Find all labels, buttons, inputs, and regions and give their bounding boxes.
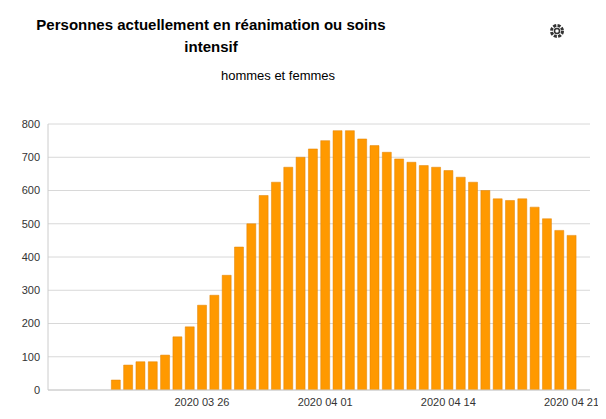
- svg-text:100: 100: [22, 351, 40, 363]
- svg-text:2020 04 21: 2020 04 21: [544, 396, 598, 408]
- html-text:hommes et femmes: hommes et femmes: [220, 68, 336, 83]
- svg-text:400: 400: [22, 251, 40, 263]
- svg-text:200: 200: [22, 317, 40, 329]
- svg-text:500: 500: [22, 218, 40, 230]
- html-text:Personnes actuellement en réan: Personnes actuellement en réanimation ou…: [36, 16, 386, 55]
- svg-text:700: 700: [22, 151, 40, 163]
- svg-text:2020 04 14: 2020 04 14: [421, 396, 476, 408]
- svg-text:0: 0: [34, 384, 40, 396]
- svg-text:2020 04 01: 2020 04 01: [298, 396, 353, 408]
- svg-text:800: 800: [22, 118, 40, 130]
- svg-text:300: 300: [22, 284, 40, 296]
- svg-text:600: 600: [22, 184, 40, 196]
- svg-text:2020 03 26: 2020 03 26: [174, 396, 229, 408]
